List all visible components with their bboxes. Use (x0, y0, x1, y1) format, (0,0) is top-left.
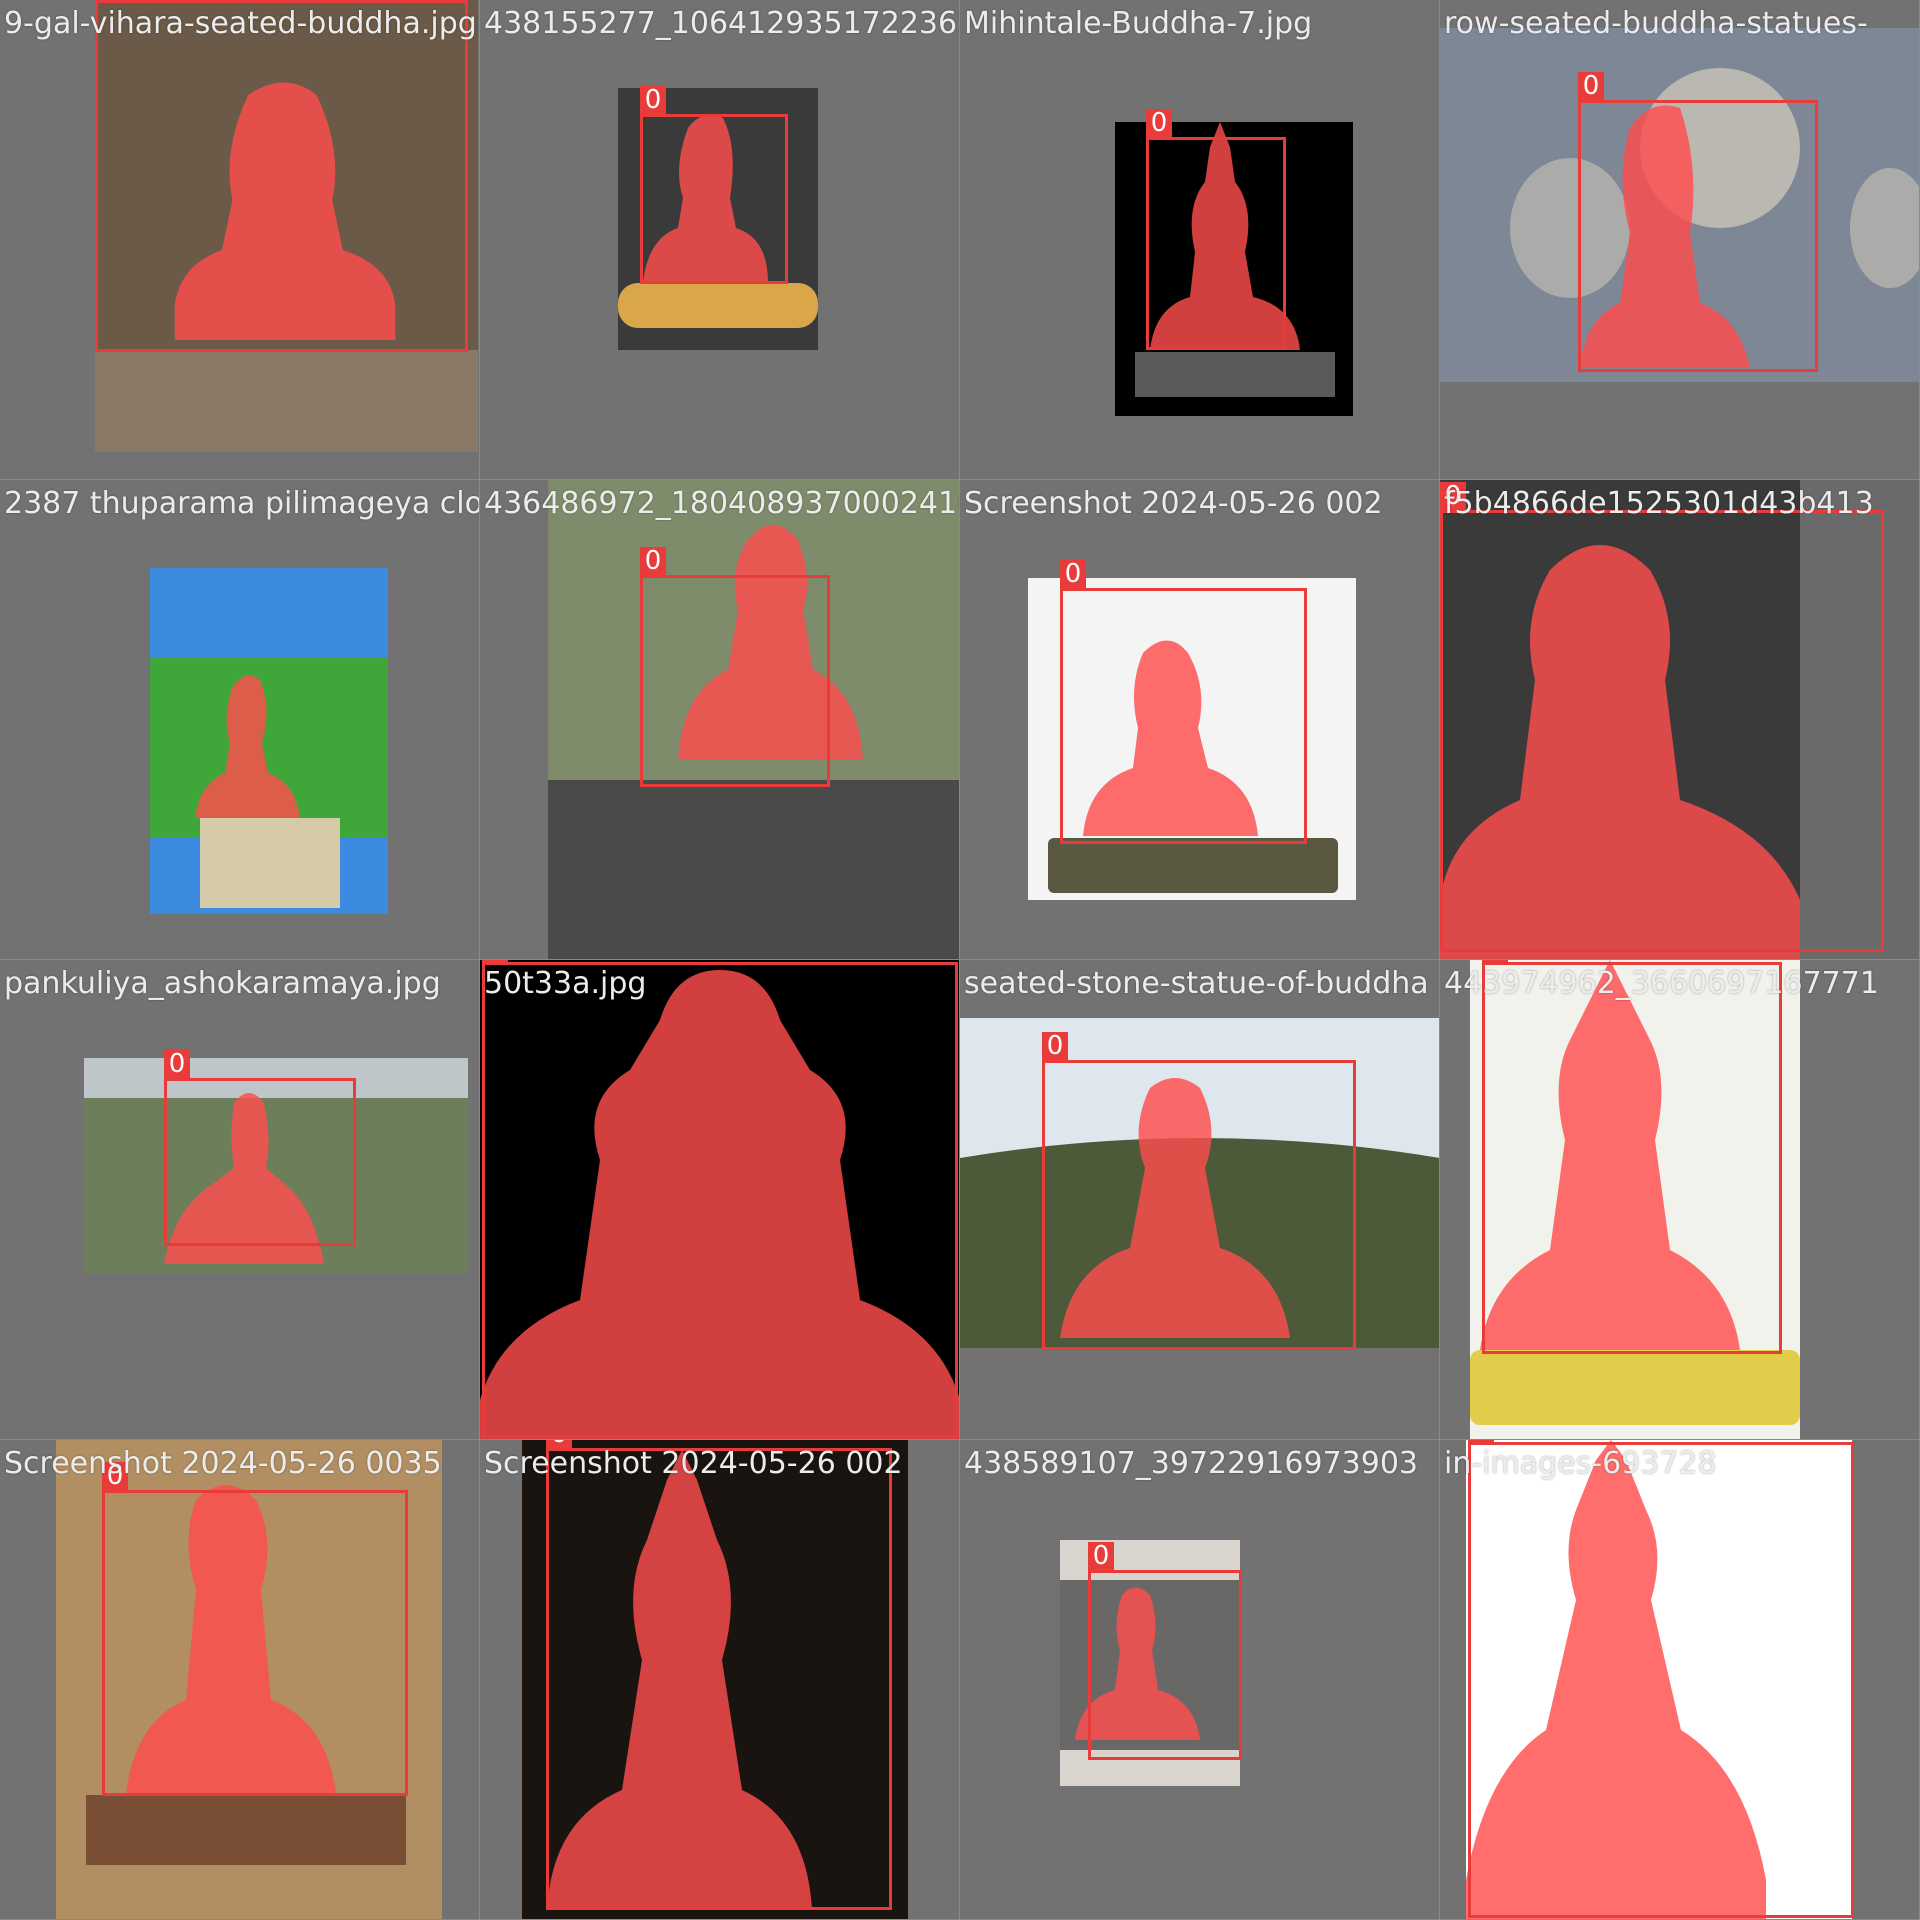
image-tile: 0 2387 thuparama pilimageya close.jpg (0, 480, 480, 960)
image-tile: 0 seated-stone-statue-of-buddha (960, 960, 1440, 1440)
image-tile: 0 Mihintale-Buddha-7.jpg (960, 0, 1440, 480)
tile-filename: 438589107_39722916973903 (964, 1446, 1418, 1481)
image-tile: 0 436486972_1804089370002416_85841920420… (480, 480, 960, 960)
segmentation-mask (164, 1093, 324, 1264)
tile-filename: pankuliya_ashokaramaya.jpg (4, 966, 441, 1001)
segmentation-mask (1075, 1587, 1200, 1740)
statue-photo (1470, 960, 1800, 1439)
image-tile: 0 row-seated-buddha-statues- (1440, 0, 1920, 480)
image-tile: 0 438589107_39722916973903 (960, 1440, 1440, 1920)
image-tile: 0 Screenshot 2024-05-26 002 (480, 1440, 960, 1920)
tile-filename: 2387 thuparama pilimageya close.jpg (4, 486, 479, 521)
image-tile: 0 438155277_10641293517223620_8850355214… (480, 0, 960, 480)
statue-photo (548, 480, 959, 959)
statue-photo (960, 1018, 1439, 1348)
image-tile: 0 443974962_3660697167771 (1440, 960, 1920, 1440)
statue-photo (84, 1058, 468, 1274)
segmentation-mask (1580, 105, 1750, 368)
tile-filename: seated-stone-statue-of-buddha (964, 966, 1429, 1001)
segmentation-mask (480, 970, 959, 1439)
segmentation-mask (174, 82, 396, 340)
segmentation-mask (547, 1450, 812, 1910)
statue-photo (95, 0, 478, 452)
statue-photo (1440, 28, 1919, 382)
statue-photo (618, 88, 818, 350)
statue-photo (1060, 1540, 1240, 1786)
statue-photo (480, 960, 959, 1439)
tile-filename: 438155277_10641293517223620_885035521447… (484, 6, 959, 41)
segmentation-mask (643, 114, 768, 284)
image-tile: 0 50t33a.jpg (480, 960, 960, 1440)
image-tile: 0 Screenshot 2024-05-26 002 (960, 480, 1440, 960)
image-tile: 0 Screenshot 2024-05-26 0035 (0, 1440, 480, 1920)
statue-photo (522, 1440, 908, 1919)
image-tile: 0 9-gal-vihara-seated-buddha.jpg (0, 0, 480, 480)
tile-filename: Mihintale-Buddha-7.jpg (964, 6, 1313, 41)
statue-photo (1028, 578, 1356, 900)
tile-filename: Screenshot 2024-05-26 002 (964, 486, 1383, 521)
statue-photo (1115, 122, 1353, 416)
statue-photo (56, 1440, 442, 1919)
segmentation-mask (1150, 122, 1300, 350)
segmentation-mask (1440, 545, 1800, 959)
segmentation-mask (678, 525, 863, 760)
segmentation-mask (1480, 960, 1740, 1350)
segmentation-mask (195, 675, 300, 818)
segmentation-mask (126, 1485, 336, 1793)
image-tile: 0 in-images-693728 (1440, 1440, 1920, 1920)
statue-photo (1440, 480, 1919, 959)
segmentation-mask (1060, 1078, 1290, 1338)
statue-photo (1466, 1440, 1852, 1919)
segmentation-mask (1466, 1440, 1766, 1919)
statue-photo (150, 568, 388, 914)
image-tile: 0 pankuliya_ashokaramaya.jpg (0, 960, 480, 1440)
segmentation-mask (1083, 640, 1258, 836)
image-tile: 0 f5b4866de1525301d43b413 (1440, 480, 1920, 960)
